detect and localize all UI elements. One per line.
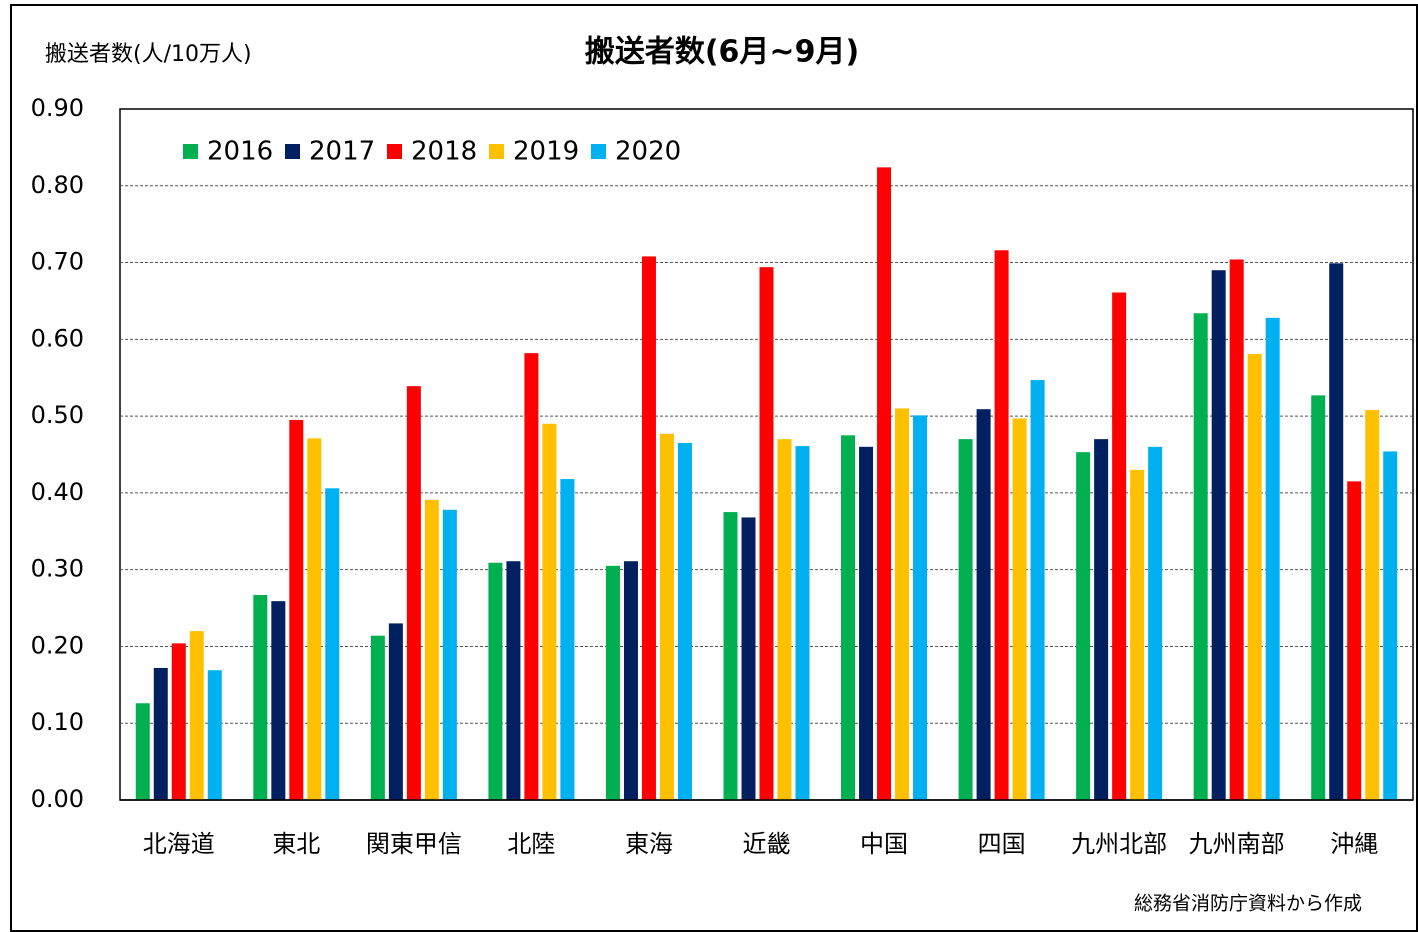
- x-tick-label: 四国: [978, 830, 1026, 858]
- x-tick-label: 九州北部: [1071, 830, 1167, 858]
- bar: [723, 512, 738, 800]
- bar: [488, 562, 503, 800]
- bar: [1148, 446, 1163, 800]
- bar: [542, 423, 557, 800]
- bar: [1112, 292, 1127, 800]
- legend-label: 2016: [207, 137, 273, 167]
- legend-swatch: [183, 144, 198, 159]
- bar: [253, 595, 268, 800]
- bar: [795, 446, 810, 800]
- bar: [1383, 451, 1398, 800]
- bar: [153, 667, 168, 800]
- legend-label: 2018: [411, 137, 477, 167]
- bar: [307, 438, 322, 800]
- bar: [895, 408, 910, 800]
- x-tick-label: 沖縄: [1330, 830, 1378, 858]
- x-tick-label: 関東甲信: [366, 830, 462, 858]
- bar: [370, 635, 385, 800]
- bar: [1365, 409, 1380, 800]
- bar: [641, 256, 656, 800]
- frame: [10, 4, 1418, 932]
- x-tick-label: 中国: [860, 830, 908, 858]
- legend-swatch: [591, 144, 606, 159]
- legend-label: 2019: [513, 137, 579, 167]
- y-tick-label: 0.60: [31, 324, 84, 352]
- bar: [1211, 270, 1226, 800]
- y-tick-label: 0.70: [31, 248, 84, 276]
- x-tick-label: 近畿: [743, 830, 791, 858]
- bar: [406, 386, 421, 800]
- x-tick-label: 東北: [272, 830, 320, 858]
- bar: [1130, 469, 1145, 800]
- y-tick-label: 0.40: [31, 478, 84, 506]
- source-note: 総務省消防庁資料から作成: [1134, 893, 1362, 915]
- bar: [388, 623, 403, 800]
- y-tick-label: 0.30: [31, 555, 84, 583]
- bar: [524, 353, 539, 800]
- bar: [289, 419, 304, 800]
- x-tick-label: 北陸: [507, 830, 555, 858]
- bar: [1193, 313, 1208, 800]
- legend-swatch: [489, 144, 504, 159]
- y-tick-label: 0.90: [31, 94, 84, 122]
- bar: [976, 409, 991, 800]
- bar: [207, 670, 222, 800]
- bar: [659, 433, 674, 800]
- x-tick-label: 九州南部: [1189, 830, 1285, 858]
- bar: [1012, 418, 1027, 800]
- bar: [759, 267, 774, 800]
- bar: [1094, 439, 1109, 800]
- bar: [1229, 259, 1244, 800]
- bar: [841, 435, 856, 800]
- bar: [1076, 452, 1091, 800]
- bar: [877, 167, 892, 801]
- bar: [560, 479, 575, 800]
- bar: [135, 703, 150, 800]
- x-tick-label: 東海: [625, 830, 673, 858]
- y-axis-label: 搬送者数(人/10万人): [45, 42, 252, 67]
- bar: [1329, 263, 1344, 800]
- bar: [741, 517, 756, 800]
- legend-swatch: [285, 144, 300, 159]
- bar: [189, 631, 204, 800]
- bar: [913, 415, 928, 800]
- bar: [271, 601, 286, 800]
- bar: [424, 499, 439, 800]
- y-tick-label: 0.80: [31, 171, 84, 199]
- bar: [325, 488, 340, 800]
- legend-swatch: [387, 144, 402, 159]
- bar: [442, 509, 457, 800]
- bar: [777, 439, 792, 800]
- legend-label: 2020: [615, 137, 681, 167]
- bar: [1030, 380, 1045, 800]
- bar: [1247, 353, 1262, 800]
- y-tick-label: 0.20: [31, 631, 84, 659]
- x-tick-label: 北海道: [143, 830, 215, 858]
- bar: [1265, 317, 1280, 800]
- bar: [994, 250, 1009, 800]
- bar: [605, 565, 620, 800]
- bar: [677, 442, 692, 800]
- y-tick-label: 0.10: [31, 708, 84, 736]
- bar: [506, 561, 521, 800]
- bar: [859, 446, 874, 800]
- y-tick-label: 0.00: [31, 785, 84, 813]
- bar: [1347, 481, 1362, 800]
- bar: [623, 561, 638, 800]
- chart-title: 搬送者数(6月~9月): [585, 35, 859, 70]
- bar: [958, 439, 973, 800]
- y-tick-label: 0.50: [31, 401, 84, 429]
- legend-label: 2017: [309, 137, 375, 167]
- bar: [1311, 395, 1326, 800]
- bar: [171, 643, 186, 800]
